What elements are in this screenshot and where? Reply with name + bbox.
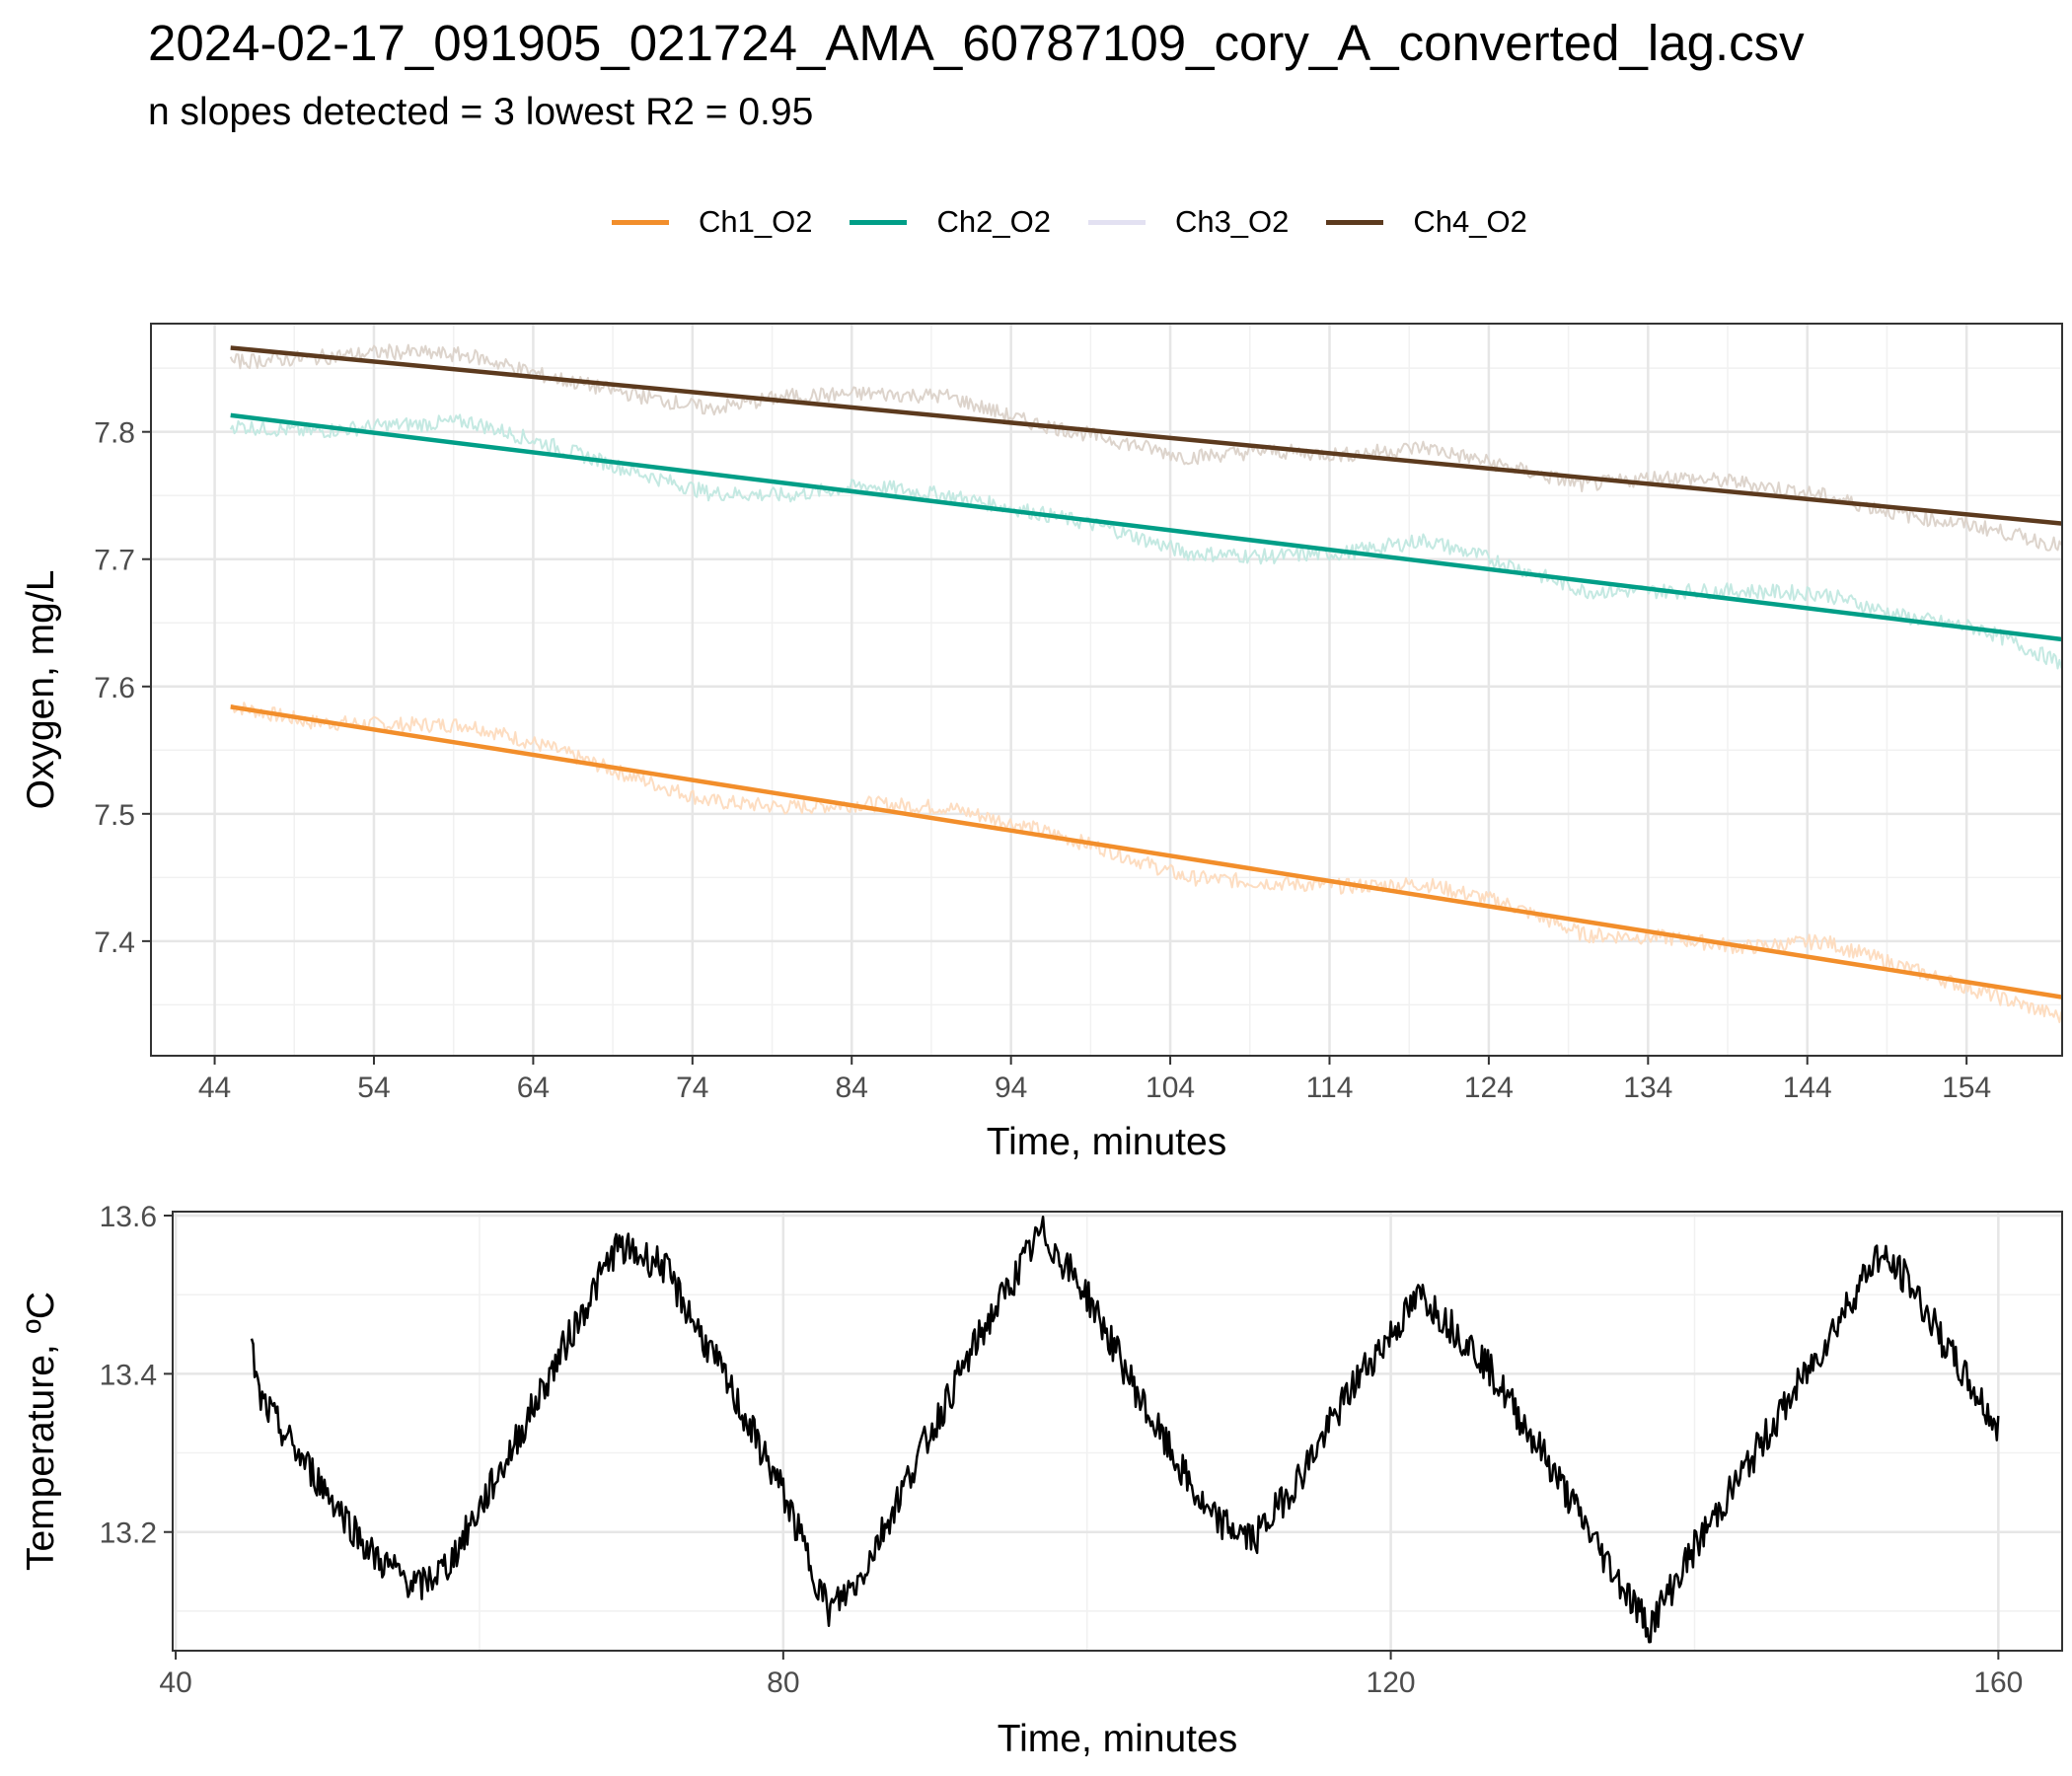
legend-key-ch4 <box>1326 219 1384 225</box>
oxygen-y-axis-title: Oxygen, mg/L <box>20 570 62 810</box>
oxygen-x-tick-label: 94 <box>995 1072 1027 1104</box>
legend-item-ch4: Ch4_O2 <box>1326 204 1527 240</box>
legend-label-ch4: Ch4_O2 <box>1413 204 1527 239</box>
oxygen-y-tick-label: 7.6 <box>94 672 135 704</box>
legend-label-ch2: Ch2_O2 <box>936 204 1051 239</box>
temperature-x-tick-label: 160 <box>1973 1666 2023 1699</box>
legend-item-ch3: Ch3_O2 <box>1087 204 1290 240</box>
series-fit-ch2-o2 <box>230 412 2063 642</box>
temperature-y-tick-label: 13.4 <box>100 1359 157 1391</box>
oxygen-x-tick-label: 84 <box>836 1072 868 1104</box>
temperature-y-tick-label: 13.6 <box>100 1201 157 1233</box>
legend-key-ch2 <box>850 219 908 225</box>
oxygen-x-tick-label: 144 <box>1783 1072 1832 1104</box>
oxygen-x-tick-label: 44 <box>198 1072 231 1104</box>
legend-label-ch1: Ch1_O2 <box>699 204 813 239</box>
temperature-x-tick-label: 40 <box>159 1666 191 1699</box>
oxygen-panel <box>142 323 2063 1065</box>
legend-key-ch3 <box>1087 219 1146 225</box>
legend-key-ch1 <box>612 219 669 225</box>
series-fit-ch1-o2 <box>230 704 2063 999</box>
temperature-panel <box>164 1211 2063 1660</box>
temperature-x-tick-label: 80 <box>767 1666 799 1699</box>
oxygen-x-tick-label: 114 <box>1306 1072 1354 1104</box>
oxygen-y-tick-label: 7.5 <box>94 799 135 832</box>
oxygen-y-tick-label: 7.8 <box>94 417 135 450</box>
temperature-x-axis-title: Time, minutes <box>998 1718 1237 1760</box>
oxygen-x-tick-label: 74 <box>676 1072 708 1104</box>
series-raw-ch2-o2 <box>229 413 2063 670</box>
series-fit-ch4-o2 <box>230 345 2063 526</box>
chart-title: 2024-02-17_091905_021724_AMA_60787109_co… <box>148 15 1805 71</box>
legend: Ch1_O2 Ch2_O2 Ch3_O2 Ch4_O2 <box>612 199 1565 245</box>
oxygen-x-tick-label: 134 <box>1623 1072 1672 1104</box>
legend-item-ch2: Ch2_O2 <box>850 204 1051 240</box>
oxygen-x-tick-label: 154 <box>1942 1072 1991 1104</box>
temperature-x-tick-label: 120 <box>1367 1666 1416 1699</box>
oxygen-x-tick-label: 54 <box>357 1072 390 1104</box>
temperature-plot-background <box>173 1212 2062 1651</box>
oxygen-x-axis-title: Time, minutes <box>987 1121 1226 1163</box>
legend-item-ch1: Ch1_O2 <box>612 204 812 240</box>
temperature-y-tick-label: 13.2 <box>100 1517 157 1550</box>
oxygen-x-tick-label: 124 <box>1464 1072 1514 1104</box>
temperature-y-axis-title: Temperature, ºC <box>20 1292 62 1571</box>
legend-label-ch3: Ch3_O2 <box>1174 204 1290 239</box>
oxygen-x-tick-label: 64 <box>517 1072 550 1104</box>
temperature-panel-border <box>172 1211 2063 1652</box>
oxygen-y-tick-label: 7.4 <box>94 926 135 959</box>
series-line-temperature <box>250 1215 2000 1644</box>
oxygen-y-tick-label: 7.7 <box>94 545 135 577</box>
series-raw-ch4-o2 <box>229 343 2063 552</box>
oxygen-x-tick-label: 104 <box>1146 1072 1195 1104</box>
chart-subtitle: n slopes detected = 3 lowest R2 = 0.95 <box>148 91 814 133</box>
oxygen-panel-border <box>150 323 2063 1057</box>
